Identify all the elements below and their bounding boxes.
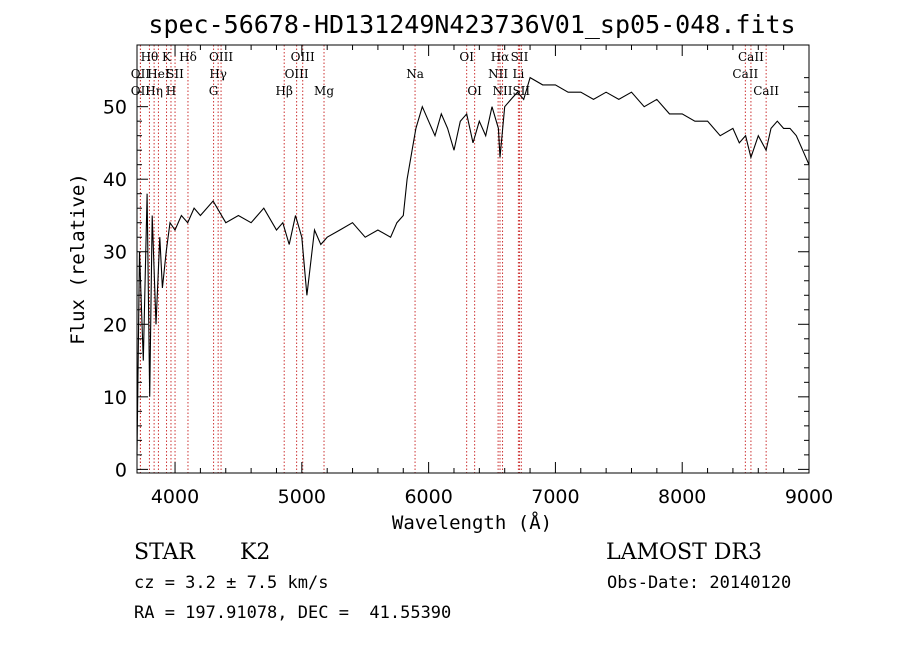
survey-name: LAMOST DR3 [606, 540, 762, 565]
y-tick-label: 30 [103, 242, 127, 264]
marker-label-21: NII [493, 84, 513, 98]
marker-label-14: OIII [291, 50, 315, 64]
marker-label-20: Hα [491, 50, 510, 64]
marker-label-26: CaII [738, 50, 764, 64]
marker-label-4: HeI [147, 67, 170, 81]
x-axis: 4000 5000 6000 7000 8000 9000 [151, 45, 833, 508]
marker-label-22: Li [512, 67, 524, 81]
marker-label-6: H [166, 84, 176, 98]
marker-label-24: SII [512, 84, 530, 98]
spectral-line-labels: OII OII Hθ Hη HeI K H SII Hδ G Hγ OIII Hβ OIII OIII Mg N… [131, 50, 780, 98]
marker-label-25: CaII [732, 67, 758, 81]
x-tick-label: 6000 [404, 486, 452, 508]
marker-label-1: OII [131, 84, 151, 98]
y-tick-label: 40 [103, 169, 127, 191]
marker-label-15: Mg [314, 84, 334, 98]
marker-label-3: Hη [145, 84, 163, 98]
spectral-line-markers [139, 45, 767, 473]
object-class: STAR [134, 540, 195, 565]
plot-frame [136, 44, 810, 474]
x-tick-label: 4000 [151, 486, 199, 508]
marker-label-13: OIII [285, 67, 309, 81]
marker-label-9: G [209, 84, 219, 98]
marker-label-27: CaII [753, 84, 779, 98]
marker-label-10: Hγ [209, 67, 227, 81]
y-tick-label: 0 [115, 459, 127, 481]
marker-label-2: Hθ [141, 50, 159, 64]
marker-label-23: SII [511, 50, 529, 64]
coordinates-text: RA = 197.91078, DEC = 41.55390 [134, 603, 452, 623]
x-tick-label: 8000 [658, 486, 706, 508]
y-tick-label: 10 [103, 387, 127, 409]
marker-label-5: K [162, 50, 172, 64]
marker-label-16: Na [406, 67, 424, 81]
x-axis-label: Wavelength (Å) [392, 511, 552, 534]
marker-label-7: SII [166, 67, 184, 81]
y-axis: 0 10 20 30 40 50 [103, 77, 809, 481]
y-tick-label: 20 [103, 314, 127, 336]
marker-label-18: OI [467, 84, 482, 98]
spectrum-line [136, 76, 810, 455]
x-tick-label: 5000 [278, 486, 326, 508]
marker-label-8: Hδ [179, 50, 197, 64]
y-tick-label: 50 [103, 97, 127, 119]
redshift-text: cz = 3.2 ± 7.5 km/s [134, 573, 329, 593]
marker-label-19: NII [488, 67, 508, 81]
observation-date: Obs-Date: 20140120 [607, 573, 792, 593]
marker-label-11: OIII [209, 50, 233, 64]
object-subclass: K2 [240, 540, 271, 565]
x-tick-label: 7000 [531, 486, 579, 508]
marker-label-17: OI [459, 50, 474, 64]
marker-label-0: OII [131, 67, 151, 81]
x-tick-label: 9000 [785, 486, 833, 508]
marker-label-12: Hβ [276, 84, 293, 98]
y-axis-label: Flux (relative) [67, 173, 89, 345]
chart-title: spec-56678-HD131249N423736V01_sp05-048.f… [148, 10, 795, 39]
